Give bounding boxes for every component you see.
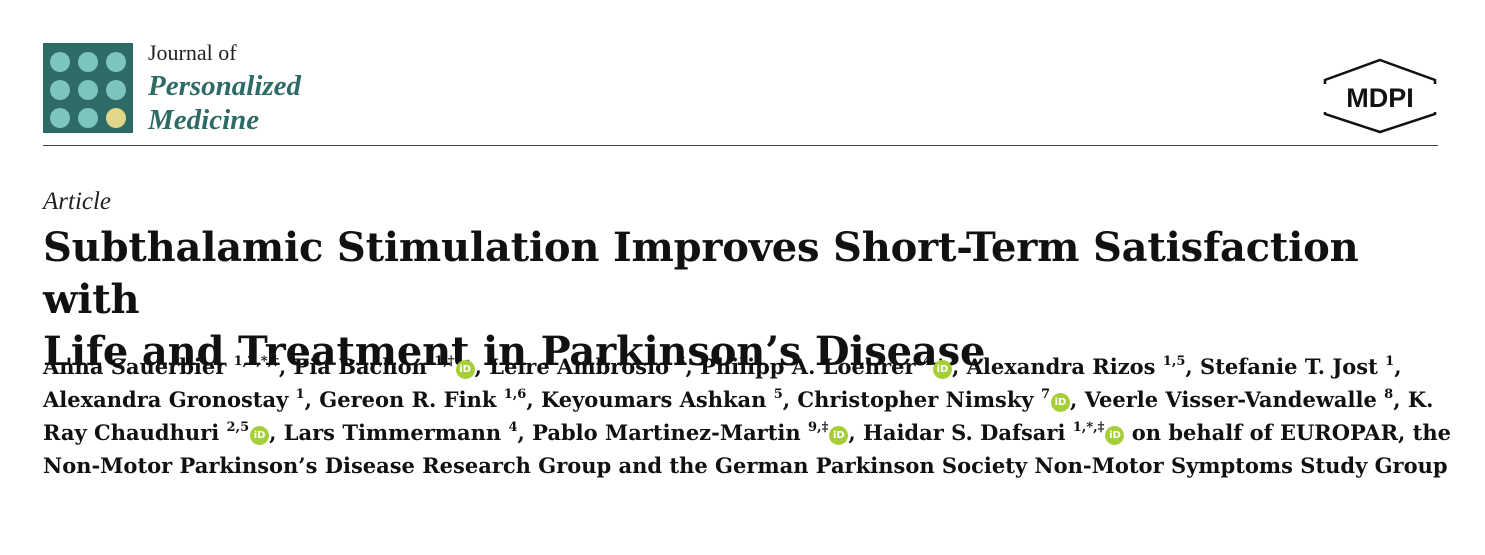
author-name[interactable]: Christopher Nimsky <box>797 387 1034 412</box>
author-group-text: on behalf of EUROPAR, the Non-Motor Park… <box>43 420 1451 478</box>
logo-dot <box>50 108 70 128</box>
orcid-icon[interactable]: iD <box>829 426 849 445</box>
logo-dot <box>78 52 98 72</box>
author-separator: , <box>304 387 320 412</box>
article-title-line1: Subthalamic Stimulation Improves Short-T… <box>43 224 1359 323</box>
journal-name-line2: Personalized <box>148 70 302 102</box>
author-separator: , <box>1393 387 1408 412</box>
author-entry: K. Ray Chaudhuri 2,5iD, <box>43 387 1433 445</box>
author-separator: , <box>782 387 798 412</box>
mdpi-logo: MDPI <box>1323 58 1437 134</box>
journal-name: Journal of Personalized Medicine <box>148 42 301 137</box>
author-name[interactable]: Haidar S. Dafsari <box>863 420 1066 445</box>
author-affiliation-marks: 8 <box>1384 387 1394 402</box>
author-affiliation-marks: 4 <box>922 354 932 369</box>
orcid-icon[interactable]: iD <box>250 426 270 445</box>
orcid-icon[interactable]: iD <box>455 360 475 379</box>
orcid-icon[interactable]: iD <box>932 360 952 379</box>
author-entry: Pia Bachon 1,†iD, <box>294 354 490 379</box>
author-affiliation-marks: 1,† <box>434 354 455 369</box>
author-entry: Haidar S. Dafsari 1,*,‡iD <box>863 420 1132 445</box>
author-name[interactable]: Pablo Martinez-Martin <box>532 420 801 445</box>
article-title: Subthalamic Stimulation Improves Short-T… <box>43 222 1443 378</box>
author-affiliation-marks: 4 <box>508 420 518 435</box>
author-affiliation-marks: 9,‡ <box>808 420 829 435</box>
author-separator: , <box>269 420 284 445</box>
author-separator: , <box>685 354 701 379</box>
author-name[interactable]: Stefanie T. Jost <box>1200 354 1378 379</box>
author-entry: Gereon R. Fink 1,6, <box>319 387 541 412</box>
author-entry: Alexandra Rizos 1,5, <box>967 354 1200 379</box>
author-separator: , <box>526 387 541 412</box>
author-entry: Christopher Nimsky 7iD, <box>797 387 1084 412</box>
author-name[interactable]: Keyoumars Ashkan <box>540 387 767 412</box>
header-divider <box>43 145 1438 146</box>
mdpi-logo-text: MDPI <box>1346 83 1414 113</box>
author-entry: Leire Ambrosio 3, <box>489 354 700 379</box>
author-separator: , <box>951 354 967 379</box>
author-entry: Pablo Martinez-Martin 9,‡iD, <box>532 420 863 445</box>
logo-dot-accent <box>106 108 126 128</box>
author-name[interactable]: Philipp A. Loehrer <box>700 354 916 379</box>
author-separator: , <box>1069 387 1085 412</box>
author-affiliation-marks: 1,6 <box>503 387 527 402</box>
author-name[interactable]: Lars Timmermann <box>283 420 502 445</box>
author-affiliation-marks: 1,2,*,† <box>233 354 279 369</box>
journal-logo-mark <box>43 43 133 133</box>
journal-name-line3: Medicine <box>148 104 260 136</box>
author-affiliation-marks: 2,5 <box>226 420 250 435</box>
author-name[interactable]: Pia Bachon <box>293 354 427 379</box>
journal-name-line1: Journal of <box>148 40 237 65</box>
author-name[interactable]: Alexandra Gronostay <box>43 387 289 412</box>
author-entry: Stefanie T. Jost 1, <box>1200 354 1401 379</box>
logo-dot <box>78 80 98 100</box>
logo-dot <box>106 52 126 72</box>
author-entry: Veerle Visser-Vandewalle 8, <box>1085 387 1408 412</box>
author-entry: Anna Sauerbier 1,2,*,†, <box>43 354 294 379</box>
author-list: Anna Sauerbier 1,2,*,†, Pia Bachon 1,†iD… <box>43 350 1463 482</box>
author-name[interactable]: Gereon R. Fink <box>319 387 497 412</box>
orcid-icon[interactable]: iD <box>1105 426 1125 445</box>
author-affiliation-marks: 5 <box>773 387 783 402</box>
author-separator: , <box>1394 354 1402 379</box>
author-name[interactable]: Anna Sauerbier <box>43 354 227 379</box>
author-affiliation-marks: 1,5 <box>1162 354 1186 369</box>
logo-dot <box>50 52 70 72</box>
orcid-icon[interactable]: iD <box>1050 393 1070 412</box>
author-separator <box>1124 420 1131 445</box>
author-separator: , <box>1185 354 1201 379</box>
logo-dot <box>78 108 98 128</box>
author-name[interactable]: Alexandra Rizos <box>966 354 1156 379</box>
author-name[interactable]: Leire Ambrosio <box>489 354 670 379</box>
author-affiliation-marks: 1 <box>295 387 305 402</box>
logo-dot <box>50 80 70 100</box>
logo-dot <box>106 80 126 100</box>
author-entry: Lars Timmermann 4, <box>284 420 532 445</box>
author-entry: Philipp A. Loehrer 4iD, <box>700 354 966 379</box>
author-separator: , <box>517 420 533 445</box>
author-name[interactable]: K. Ray Chaudhuri <box>43 387 1434 445</box>
author-separator: , <box>278 354 294 379</box>
article-type: Article <box>43 188 112 215</box>
author-affiliation-marks: 1,*,‡ <box>1072 420 1105 435</box>
author-affiliation-marks: 7 <box>1040 387 1050 402</box>
author-separator: , <box>848 420 863 445</box>
author-entry: Alexandra Gronostay 1, <box>43 387 319 412</box>
author-affiliation-marks: 3 <box>676 354 686 369</box>
author-name[interactable]: Veerle Visser-Vandewalle <box>1084 387 1377 412</box>
article-title-line2: Life and Treatment in Parkinson’s Diseas… <box>43 328 986 375</box>
author-entry: Keyoumars Ashkan 5, <box>541 387 797 412</box>
author-affiliation-marks: 1 <box>1385 354 1395 369</box>
author-separator: , <box>474 354 490 379</box>
